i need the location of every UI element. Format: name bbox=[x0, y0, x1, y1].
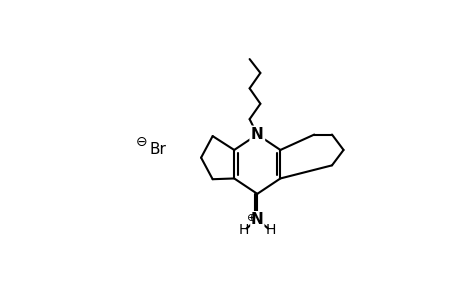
Text: ⊖: ⊖ bbox=[136, 135, 147, 149]
Text: H: H bbox=[265, 223, 276, 237]
Text: N: N bbox=[251, 127, 263, 142]
Text: H: H bbox=[238, 223, 248, 237]
Text: Br: Br bbox=[149, 142, 166, 158]
Text: ⊕: ⊕ bbox=[246, 213, 256, 223]
Text: N: N bbox=[251, 212, 263, 227]
